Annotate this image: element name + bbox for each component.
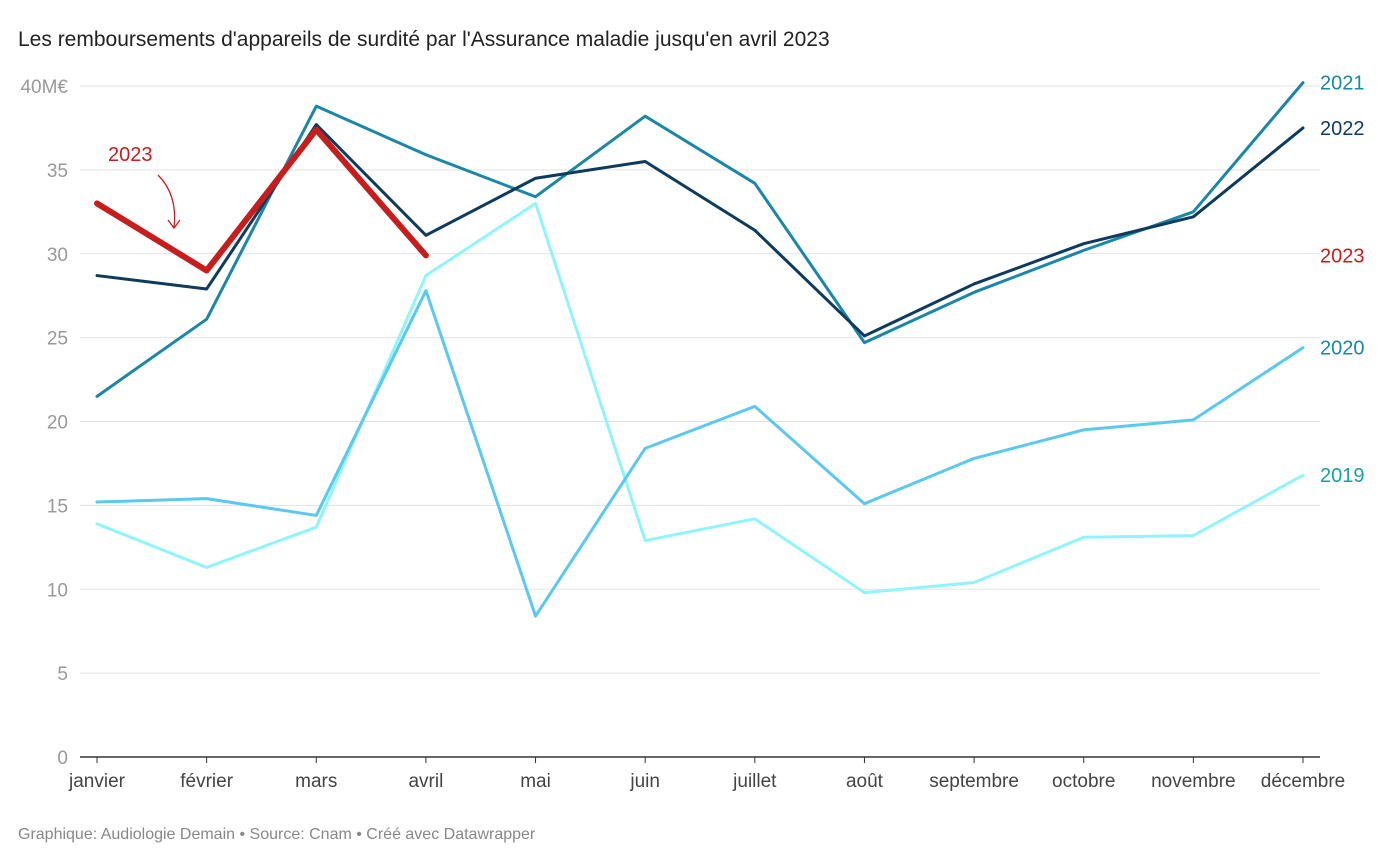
y-tick-label: 25 <box>47 329 68 350</box>
x-tick-label: février <box>180 771 233 792</box>
series-label-2022: 2022 <box>1320 118 1365 140</box>
series-line-2020 <box>95 289 1305 618</box>
series-line-2019 <box>95 201 1305 595</box>
series-label-2021: 2021 <box>1320 73 1365 95</box>
y-tick-label: 40M€ <box>20 77 68 98</box>
y-tick-label: 20 <box>47 413 68 434</box>
series-line-2021 <box>95 81 1305 398</box>
x-tick-label: janvier <box>68 771 126 792</box>
series-line-2022 <box>95 123 1305 338</box>
chart-footer: Graphique: Audiologie Demain • Source: C… <box>18 826 536 843</box>
y-tick-label: 5 <box>57 664 68 685</box>
y-tick-label: 0 <box>57 748 68 769</box>
y-tick-label: 35 <box>47 161 68 182</box>
x-tick-label: avril <box>408 771 443 792</box>
x-tick-label: décembre <box>1261 771 1346 792</box>
y-tick-label: 15 <box>47 496 68 517</box>
y-tick-label: 10 <box>47 580 68 601</box>
x-tick-label: juin <box>629 771 660 792</box>
x-tick-label: juillet <box>732 771 777 792</box>
x-tick-label: mars <box>295 771 337 792</box>
x-tick-label: septembre <box>929 771 1019 792</box>
x-tick-label: août <box>846 771 884 792</box>
series-line-2023 <box>94 126 429 274</box>
series-label-2019: 2019 <box>1320 465 1365 487</box>
series-label-2020: 2020 <box>1320 338 1365 360</box>
series-label-2023: 2023 <box>1320 245 1365 267</box>
x-tick-label: mai <box>520 771 551 792</box>
annotation-arrow <box>157 174 176 229</box>
annotation-label: 2023 <box>108 144 153 166</box>
chart-title: Les remboursements d'appareils de surdit… <box>18 28 830 51</box>
x-tick-label: novembre <box>1151 771 1236 792</box>
annotation-arrowhead-icon <box>167 219 181 230</box>
y-tick-label: 30 <box>47 245 68 266</box>
x-tick-label: octobre <box>1052 771 1115 792</box>
